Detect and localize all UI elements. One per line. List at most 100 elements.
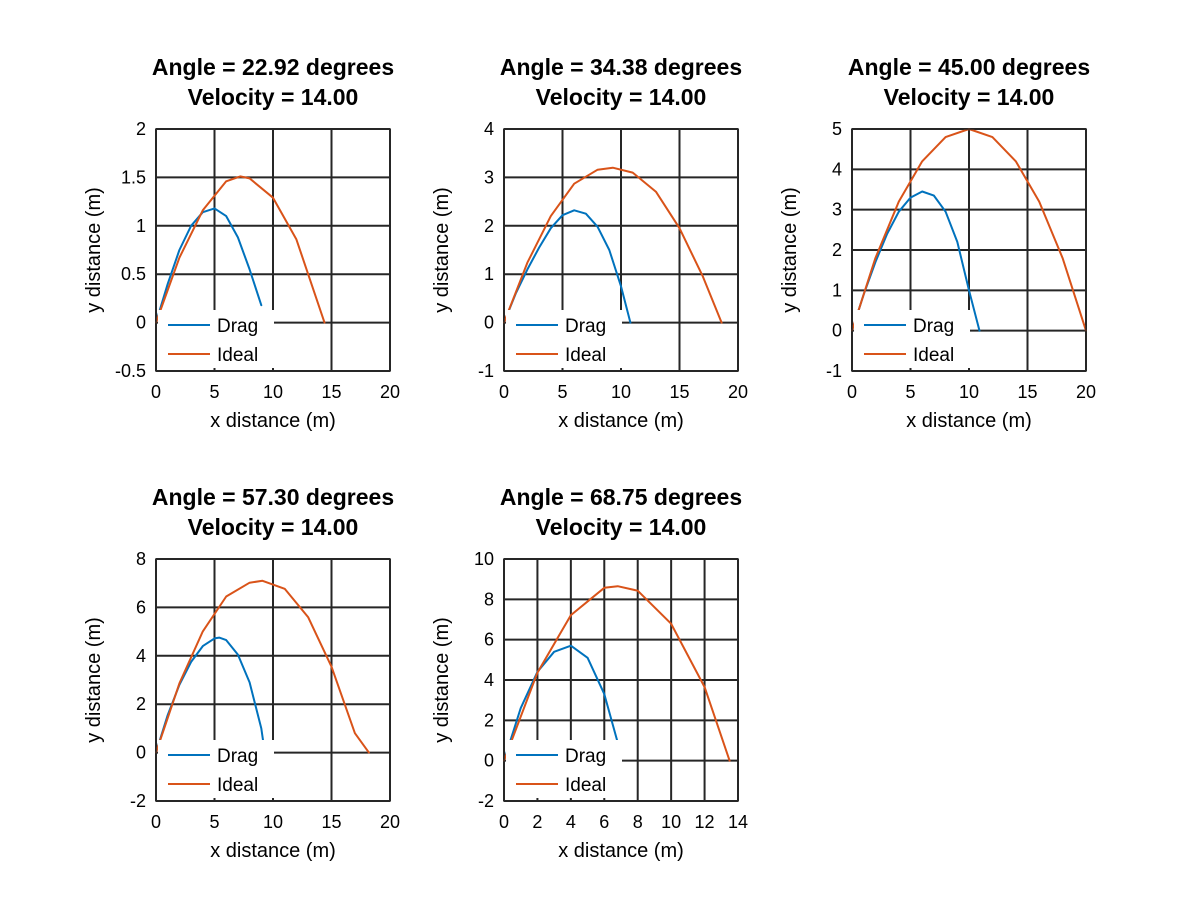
legend-box bbox=[158, 310, 274, 368]
y-tick-label: 6 bbox=[136, 597, 146, 617]
legend-label: Drag bbox=[565, 746, 606, 767]
y-tick-label: 0 bbox=[832, 321, 842, 341]
y-tick-label: 4 bbox=[832, 159, 842, 179]
legend-box bbox=[506, 740, 622, 798]
series-line-drag bbox=[851, 190, 981, 332]
x-tick-label: 15 bbox=[669, 382, 689, 402]
series-line-ideal bbox=[503, 585, 731, 762]
x-tick-label: 5 bbox=[905, 382, 915, 402]
x-tick-label: 2 bbox=[532, 812, 542, 832]
series-line-drag bbox=[503, 209, 632, 324]
subplot-title: Velocity = 14.00 bbox=[188, 514, 359, 540]
y-tick-label: 3 bbox=[484, 167, 494, 187]
y-axis-label: y distance (m) bbox=[83, 187, 105, 313]
y-axis-label: y distance (m) bbox=[779, 187, 801, 313]
series-line-drag bbox=[155, 207, 263, 324]
x-axis-label: x distance (m) bbox=[210, 840, 336, 862]
x-tick-label: 20 bbox=[728, 382, 748, 402]
legend-label: Ideal bbox=[217, 345, 258, 366]
y-tick-label: 2 bbox=[832, 240, 842, 260]
subplot-title: Velocity = 14.00 bbox=[536, 514, 707, 540]
y-tick-label: 3 bbox=[832, 200, 842, 220]
x-tick-label: 0 bbox=[151, 382, 161, 402]
y-tick-label: 5 bbox=[832, 119, 842, 139]
legend: Drag Ideal bbox=[158, 310, 274, 368]
legend: Drag Ideal bbox=[158, 740, 274, 798]
y-tick-label: 10 bbox=[474, 549, 494, 569]
series-line-ideal bbox=[155, 579, 370, 754]
legend-box bbox=[854, 310, 970, 368]
subplot-1: 0 5 10 15 20-0.500.511.52x distance (m)y dis… bbox=[83, 54, 400, 432]
x-axis-label: x distance (m) bbox=[906, 410, 1032, 432]
y-axis-label: y distance (m) bbox=[431, 187, 453, 313]
x-tick-label: 10 bbox=[611, 382, 631, 402]
x-tick-label: 0 bbox=[499, 382, 509, 402]
y-tick-label: 4 bbox=[136, 646, 146, 666]
y-tick-label: 2 bbox=[136, 119, 146, 139]
x-axis-label: x distance (m) bbox=[210, 410, 336, 432]
y-tick-label: 0 bbox=[136, 313, 146, 333]
axes-box bbox=[851, 128, 1087, 372]
x-tick-label: 15 bbox=[1017, 382, 1037, 402]
x-tick-label: 5 bbox=[209, 812, 219, 832]
y-tick-label: 2 bbox=[484, 710, 494, 730]
series-line-ideal bbox=[155, 175, 326, 324]
legend-label: Drag bbox=[217, 316, 258, 337]
x-tick-label: 5 bbox=[557, 382, 567, 402]
y-axis-label: y distance (m) bbox=[431, 617, 453, 743]
subplot-title: Angle = 22.92 degrees bbox=[152, 54, 394, 80]
x-tick-label: 10 bbox=[263, 382, 283, 402]
x-tick-label: 5 bbox=[209, 382, 219, 402]
y-tick-label: -1 bbox=[826, 361, 842, 381]
y-tick-label: 2 bbox=[136, 694, 146, 714]
x-tick-label: 10 bbox=[263, 812, 283, 832]
x-tick-label: 20 bbox=[380, 812, 400, 832]
legend: Drag Ideal bbox=[506, 740, 622, 798]
legend-label: Ideal bbox=[565, 775, 606, 796]
y-tick-label: 8 bbox=[484, 589, 494, 609]
axes-box bbox=[503, 558, 739, 802]
legend-label: Drag bbox=[913, 316, 954, 337]
legend-label: Drag bbox=[565, 316, 606, 337]
y-tick-label: 1.5 bbox=[121, 167, 146, 187]
x-tick-label: 0 bbox=[847, 382, 857, 402]
y-tick-label: -2 bbox=[478, 791, 494, 811]
x-tick-label: 15 bbox=[321, 382, 341, 402]
legend-box bbox=[158, 740, 274, 798]
legend: Drag Ideal bbox=[506, 310, 622, 368]
legend-box bbox=[506, 310, 622, 368]
y-tick-label: 1 bbox=[136, 216, 146, 236]
x-tick-label: 20 bbox=[1076, 382, 1096, 402]
subplot-title: Angle = 68.75 degrees bbox=[500, 484, 742, 510]
legend-label: Drag bbox=[217, 746, 258, 767]
subplot-title: Velocity = 14.00 bbox=[536, 84, 707, 110]
x-tick-label: 20 bbox=[380, 382, 400, 402]
y-tick-label: 2 bbox=[484, 216, 494, 236]
subplot-title: Angle = 34.38 degrees bbox=[500, 54, 742, 80]
subplot-title: Angle = 57.30 degrees bbox=[152, 484, 394, 510]
axes-box bbox=[155, 128, 391, 372]
axes-box bbox=[155, 558, 391, 802]
subplot-title: Velocity = 14.00 bbox=[188, 84, 359, 110]
x-axis-label: x distance (m) bbox=[558, 410, 684, 432]
subplot-title: Velocity = 14.00 bbox=[884, 84, 1055, 110]
x-tick-label: 12 bbox=[695, 812, 715, 832]
y-tick-label: 0 bbox=[136, 743, 146, 763]
subplot-title: Angle = 45.00 degrees bbox=[848, 54, 1090, 80]
x-tick-label: 4 bbox=[566, 812, 576, 832]
legend: Drag Ideal bbox=[854, 310, 970, 368]
axes-box bbox=[503, 128, 739, 372]
legend-label: Ideal bbox=[913, 345, 954, 366]
y-axis-label: y distance (m) bbox=[83, 617, 105, 743]
x-tick-label: 0 bbox=[151, 812, 161, 832]
y-tick-label: 0.5 bbox=[121, 264, 146, 284]
y-tick-label: 6 bbox=[484, 630, 494, 650]
series-line-ideal bbox=[503, 166, 723, 324]
y-tick-label: -1 bbox=[478, 361, 494, 381]
x-tick-label: 8 bbox=[633, 812, 643, 832]
series-line-drag bbox=[503, 644, 619, 762]
y-tick-label: 4 bbox=[484, 119, 494, 139]
